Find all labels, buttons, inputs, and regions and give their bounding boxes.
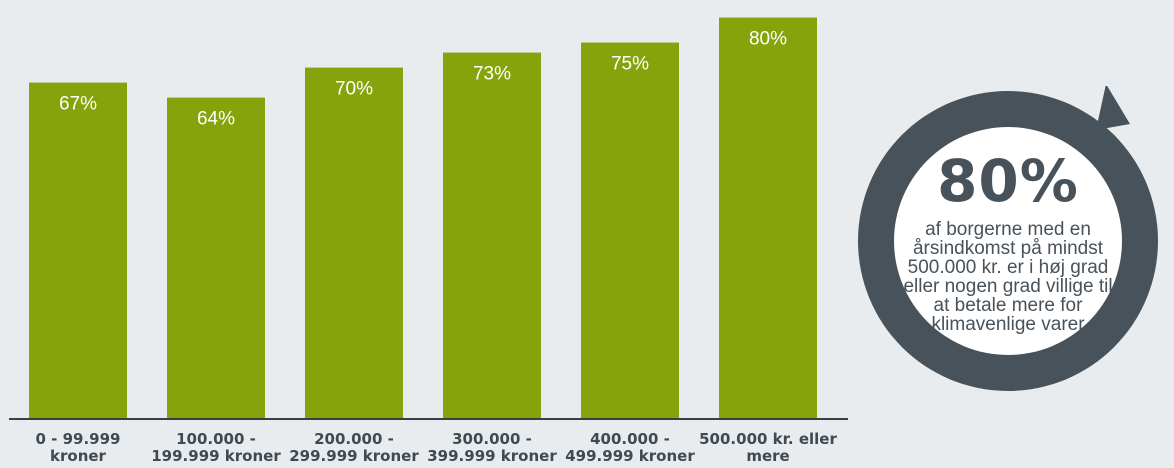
- category-label: 500.000 kr. eller mere: [699, 430, 837, 465]
- bar-value-label: 75%: [611, 54, 649, 75]
- bar-chart: 67% 64% 70% 73% 75% 80%: [9, 17, 848, 420]
- callout-badge: 80% af borgerne med en årsindkomst på mi…: [858, 86, 1174, 396]
- bar-value-label: 70%: [335, 79, 373, 100]
- bar-0: [29, 82, 127, 418]
- category-label: 100.000 - 199.999 kroner: [151, 430, 281, 465]
- category-label: 400.000 - 499.999 kroner: [565, 430, 695, 465]
- bar-3: [443, 52, 541, 419]
- callout-text: af borgerne med en årsindkomst på mindst…: [903, 219, 1113, 335]
- category-label: 0 - 99.999 kroner: [35, 430, 121, 465]
- bar-value-label: 67%: [59, 94, 97, 115]
- category-label: 200.000 - 299.999 kroner: [289, 430, 419, 465]
- bar-value-label: 64%: [197, 109, 235, 130]
- bar-2: [305, 67, 403, 418]
- bar-4: [581, 42, 679, 418]
- callout-value: 80%: [937, 147, 1079, 215]
- callout-ring-icon: [858, 86, 1158, 391]
- bar-1: [167, 97, 265, 419]
- bar-value-label: 73%: [473, 64, 511, 85]
- category-label: 300.000 - 399.999 kroner: [427, 430, 557, 465]
- bar-value-label: 80%: [749, 29, 787, 50]
- bar-5: [719, 17, 817, 418]
